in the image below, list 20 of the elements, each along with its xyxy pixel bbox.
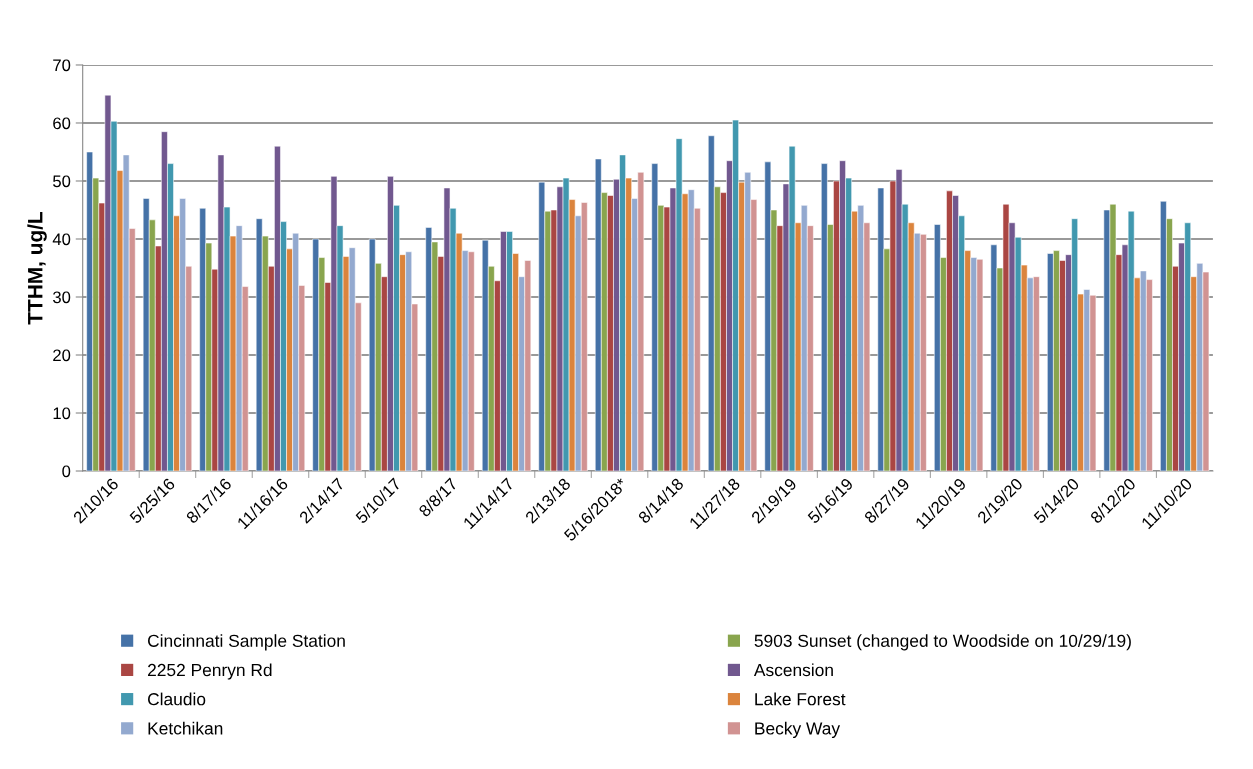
- legend-label: 5903 Sunset (changed to Woodside on 10/29/19): [754, 634, 1131, 651]
- legend-label: 2252 Penryn Rd: [148, 663, 272, 680]
- y-tick-label: 30: [52, 291, 71, 304]
- bar: [538, 181, 546, 472]
- legend-label: Ascension: [753, 663, 833, 677]
- legend-label: Becky Way: [755, 721, 841, 738]
- legend-label: Ketchikan: [148, 721, 223, 735]
- legend-label: Claudio: [148, 692, 206, 706]
- y-tick-label: 10: [53, 407, 71, 420]
- y-tick-label: 60: [53, 117, 71, 130]
- legend-label: Cincinnati Sample Station: [148, 634, 345, 651]
- y-tick-label: 40: [52, 233, 71, 246]
- y-tick-label: 0: [62, 465, 71, 478]
- y-tick-label: 70: [53, 59, 71, 72]
- y-axis-title: TTHM, ug/L: [27, 211, 47, 325]
- legend-label: Lake Forest: [755, 692, 846, 706]
- bar: [990, 244, 998, 472]
- y-tick-label: 20: [53, 349, 71, 362]
- y-tick-label: 50: [53, 175, 71, 188]
- bar: [877, 187, 885, 472]
